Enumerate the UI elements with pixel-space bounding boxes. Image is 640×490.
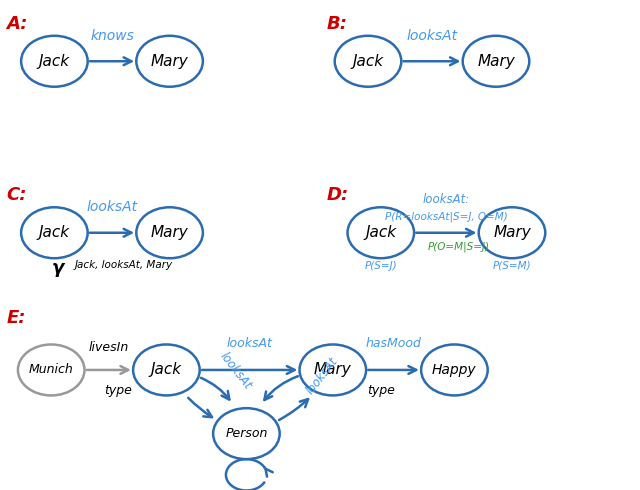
Text: Jack: Jack (365, 225, 396, 240)
Circle shape (479, 207, 545, 258)
Circle shape (213, 408, 280, 459)
Text: type: type (104, 384, 132, 397)
Circle shape (133, 344, 200, 395)
Text: looksAt:: looksAt: (423, 193, 470, 206)
Text: Mary: Mary (151, 225, 188, 240)
Text: hasMood: hasMood (365, 337, 422, 350)
Text: looksAt: looksAt (86, 200, 138, 214)
Text: Mary: Mary (477, 54, 515, 69)
Text: Mary: Mary (314, 363, 351, 377)
Circle shape (463, 36, 529, 87)
Text: Munich: Munich (29, 364, 74, 376)
Text: Jack, looksAt, Mary: Jack, looksAt, Mary (74, 260, 172, 270)
Text: C:: C: (6, 186, 27, 204)
Circle shape (21, 36, 88, 87)
Text: P(S=M): P(S=M) (493, 261, 531, 270)
Text: P(S=J): P(S=J) (365, 261, 397, 270)
Text: Person: Person (225, 427, 268, 440)
Circle shape (136, 207, 203, 258)
Text: type: type (367, 384, 395, 397)
Circle shape (335, 36, 401, 87)
Text: P(O=M|S=J): P(O=M|S=J) (428, 242, 490, 252)
Circle shape (348, 207, 414, 258)
Text: Mary: Mary (493, 225, 531, 240)
Circle shape (300, 344, 366, 395)
Circle shape (421, 344, 488, 395)
Text: Mary: Mary (151, 54, 188, 69)
Circle shape (21, 207, 88, 258)
Text: looksAt: looksAt (304, 355, 341, 397)
Text: looksAt: looksAt (227, 337, 273, 350)
Circle shape (136, 36, 203, 87)
Text: Jack: Jack (39, 225, 70, 240)
Text: E:: E: (6, 309, 26, 327)
Text: knows: knows (90, 28, 134, 43)
Text: A:: A: (6, 15, 28, 33)
Text: P(R=looksAt|S=J, O=M): P(R=looksAt|S=J, O=M) (385, 212, 508, 222)
Circle shape (18, 344, 84, 395)
Text: livesIn: livesIn (89, 341, 129, 354)
Text: Happy: Happy (432, 363, 477, 377)
Text: Jack: Jack (39, 54, 70, 69)
Text: D:: D: (326, 186, 349, 204)
Text: looksAt: looksAt (406, 28, 458, 43)
Text: Jack: Jack (151, 363, 182, 377)
Text: B:: B: (326, 15, 348, 33)
Text: Jack: Jack (353, 54, 383, 69)
Text: looksAt: looksAt (218, 350, 255, 392)
Text: $\boldsymbol{\gamma}$: $\boldsymbol{\gamma}$ (51, 261, 67, 279)
